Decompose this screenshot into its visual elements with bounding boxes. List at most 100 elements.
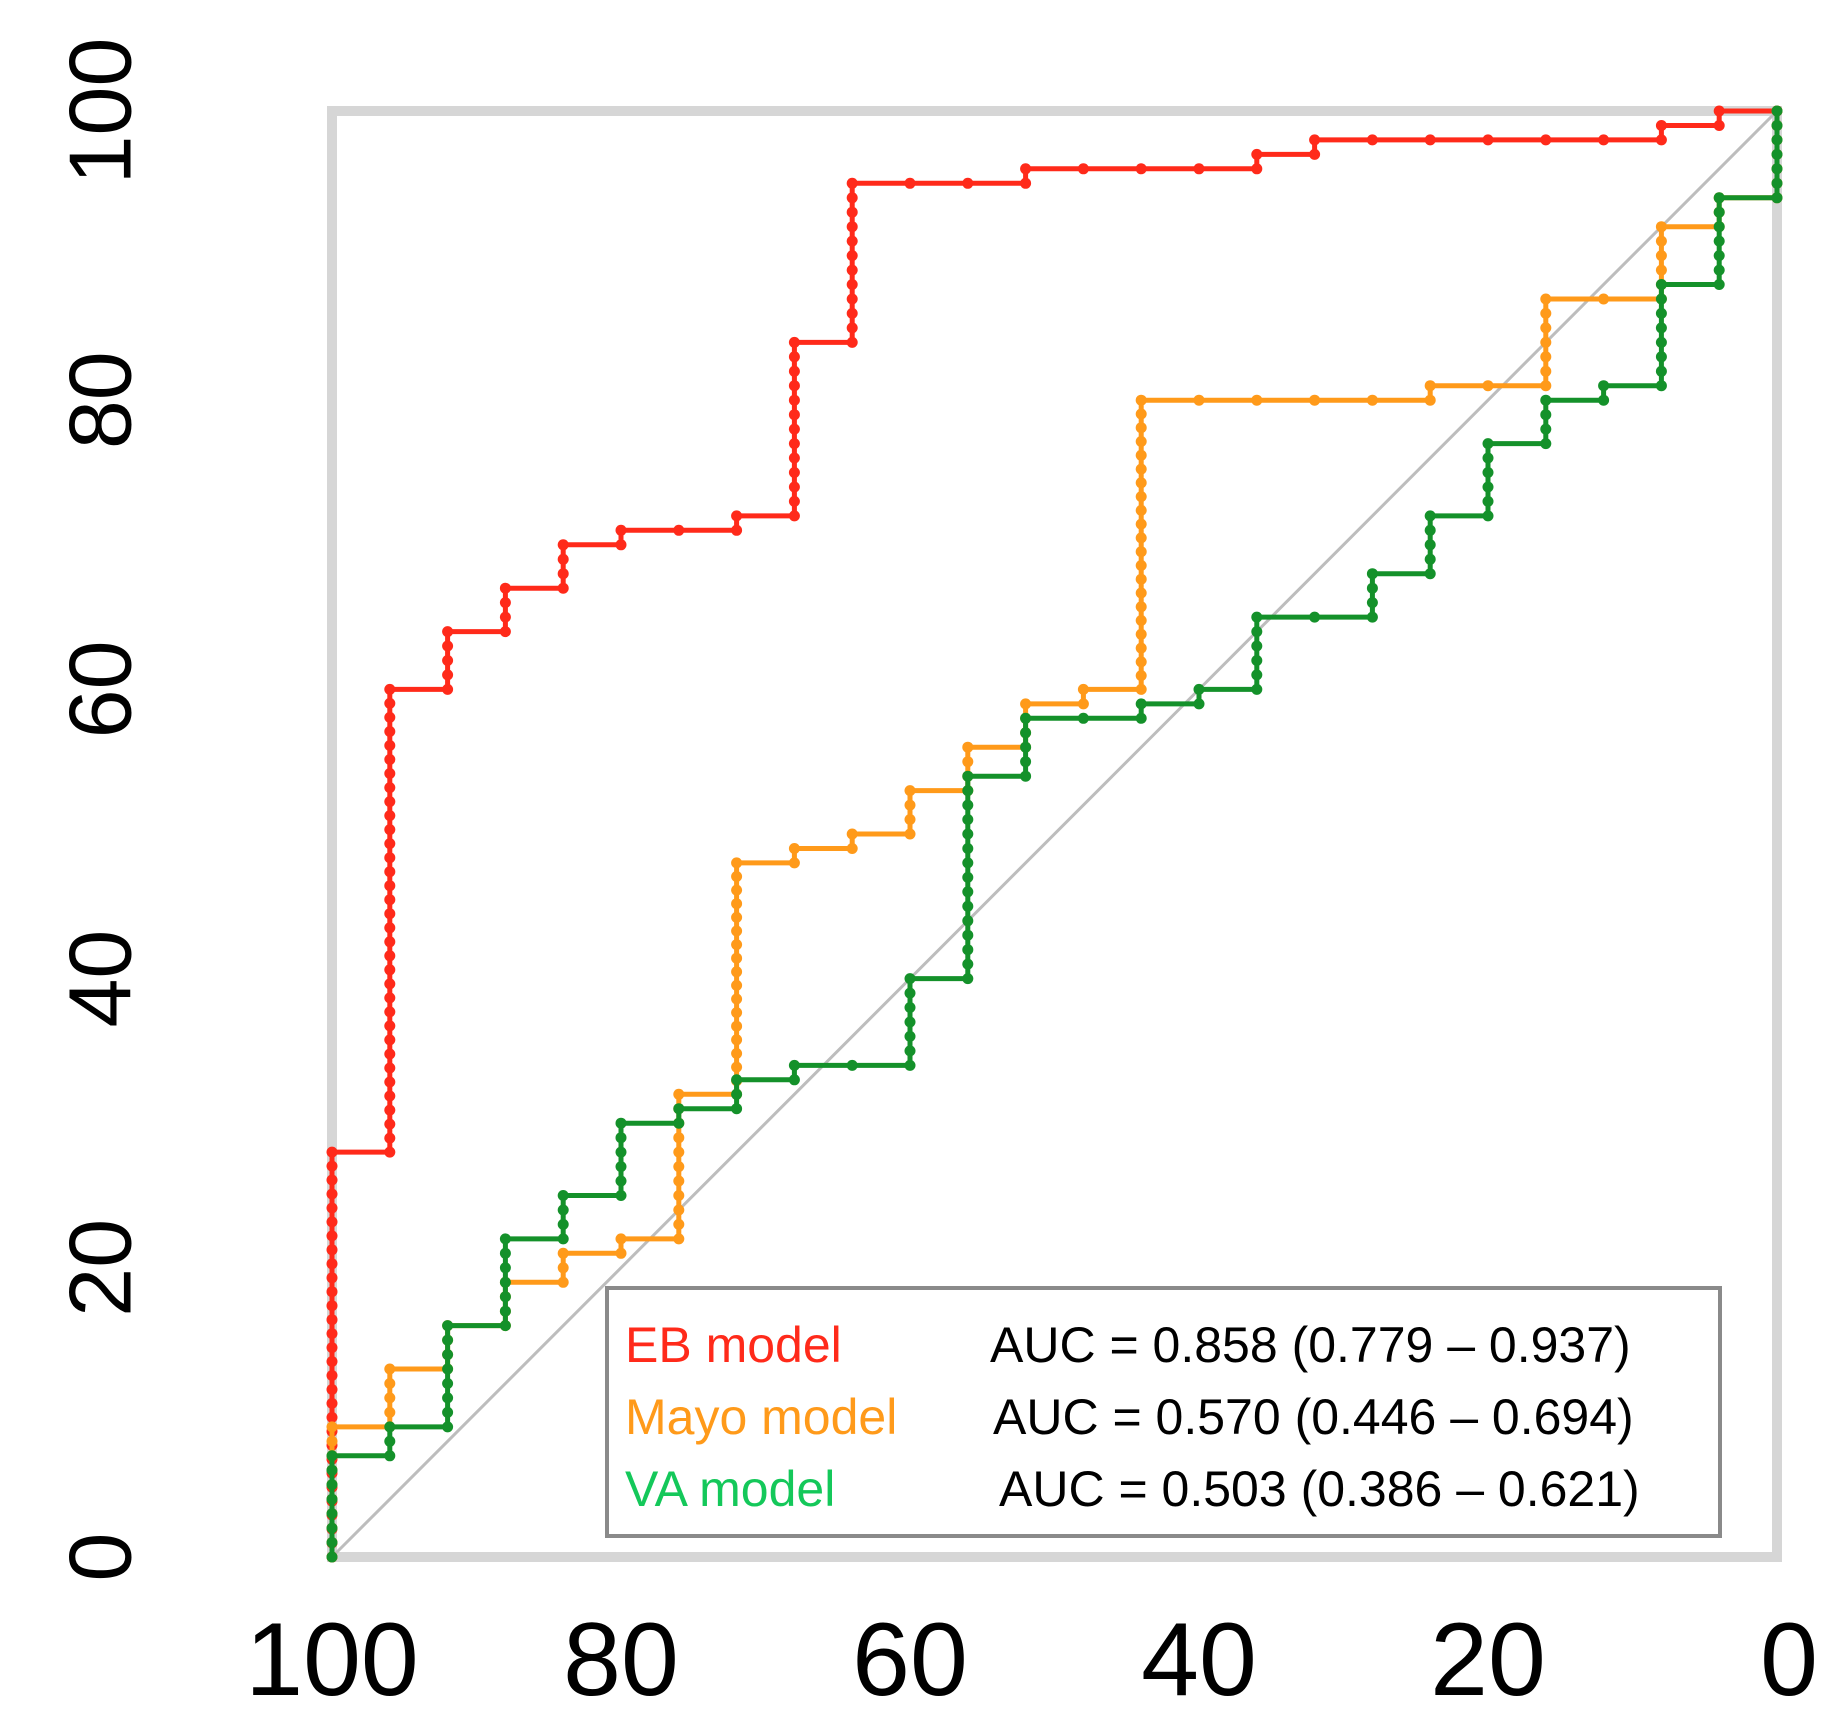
series-point-eb (326, 1411, 338, 1423)
series-point-va (1655, 293, 1667, 305)
series-point-eb (384, 964, 396, 976)
series-point-va (904, 1030, 916, 1042)
series-point-va (962, 828, 974, 840)
series-point-eb (384, 936, 396, 948)
series-point-eb (384, 852, 396, 864)
series-point-va (846, 1059, 858, 1071)
series-point-va (1020, 712, 1032, 724)
series-point-va (1251, 626, 1263, 638)
x-tick-label: 80 (563, 1602, 679, 1718)
series-point-va (1771, 134, 1783, 146)
series-point-va (557, 1218, 569, 1230)
series-point-mayo (1135, 491, 1147, 503)
series-point-eb (615, 539, 627, 551)
series-point-va (1771, 105, 1783, 117)
series-point-eb (557, 568, 569, 580)
series-point-eb (499, 582, 511, 594)
series-point-eb (326, 1202, 338, 1214)
series-point-mayo (1077, 698, 1089, 710)
series-point-va (326, 1479, 338, 1491)
series-point-eb (326, 1300, 338, 1312)
legend-box (605, 1286, 1722, 1538)
series-point-va (615, 1175, 627, 1187)
series-point-va (962, 814, 974, 825)
series-point-va (1482, 495, 1494, 507)
series-point-eb (846, 322, 858, 334)
series-point-eb (731, 510, 743, 522)
series-point-eb (731, 524, 743, 536)
series-point-mayo (1135, 449, 1147, 461)
x-tick-label: 40 (1141, 1602, 1257, 1718)
series-point-va (499, 1291, 511, 1303)
series-point-va (1251, 669, 1263, 681)
series-point-va (1482, 510, 1494, 522)
series-point-va (1251, 640, 1263, 652)
series-point-va (962, 886, 974, 898)
series-point-mayo (1193, 394, 1205, 406)
series-point-eb (326, 1244, 338, 1256)
series-point-eb (326, 1342, 338, 1354)
series-point-mayo (1135, 656, 1147, 668)
series-point-va (1655, 380, 1667, 392)
series-point-eb (442, 626, 454, 638)
legend: EB model AUC = 0.858 (0.779 – 0.937) May… (605, 1286, 1722, 1538)
series-point-eb (326, 1384, 338, 1395)
series-point-va (1366, 568, 1378, 580)
series-point-eb (442, 683, 454, 695)
series-point-va (731, 1074, 743, 1086)
series-point-va (962, 770, 974, 782)
series-point-va (1771, 163, 1783, 175)
series-point-mayo (731, 1061, 743, 1073)
series-point-mayo (384, 1392, 396, 1404)
series-point-eb (846, 221, 858, 233)
x-axis-ticks: 100 80 60 40 20 0 (245, 1602, 1818, 1718)
series-point-mayo (1540, 293, 1552, 305)
series-point-mayo (1540, 336, 1552, 348)
series-point-eb (788, 467, 800, 478)
series-point-mayo (1135, 436, 1147, 447)
series-point-eb (384, 1090, 396, 1102)
series-point-va (1366, 611, 1378, 623)
series-point-mayo (731, 1034, 743, 1046)
series-point-va (1655, 279, 1667, 290)
series-point-mayo (384, 1378, 396, 1389)
series-point-mayo (1655, 235, 1667, 247)
series-point-va (1771, 177, 1783, 189)
series-point-mayo (731, 1020, 743, 1032)
series-point-va (962, 871, 974, 883)
series-point-mayo (904, 799, 916, 811)
series-point-eb (384, 768, 396, 779)
series-point-eb (788, 438, 800, 450)
series-point-mayo (1135, 670, 1147, 682)
series-point-mayo (1655, 221, 1667, 233)
series-point-va (1020, 727, 1032, 739)
series-point-eb (384, 978, 396, 990)
series-point-mayo (788, 843, 800, 854)
series-point-va (1482, 452, 1494, 464)
series-point-eb (962, 177, 974, 189)
series-point-mayo (1135, 628, 1147, 640)
series-point-mayo (731, 1007, 743, 1019)
series-point-eb (326, 1286, 338, 1298)
series-point-eb (788, 394, 800, 406)
series-point-eb (384, 992, 396, 1004)
series-point-va (1771, 192, 1783, 204)
series-point-va (904, 973, 916, 985)
series-point-va (904, 987, 916, 999)
series-point-mayo (384, 1406, 396, 1418)
series-point-mayo (1135, 642, 1147, 654)
series-point-eb (384, 1146, 396, 1158)
series-point-va (326, 1464, 338, 1476)
series-point-eb (326, 1174, 338, 1186)
series-point-eb (384, 782, 396, 794)
series-point-va (557, 1204, 569, 1216)
series-point-eb (557, 539, 569, 551)
series-point-va (1424, 524, 1436, 536)
series-point-eb (499, 597, 511, 609)
series-point-eb (326, 1397, 338, 1409)
x-tick-label: 100 (245, 1602, 419, 1718)
series-point-eb (326, 1356, 338, 1367)
series-point-eb (384, 1118, 396, 1130)
series-point-va (499, 1262, 511, 1274)
series-point-eb (1655, 134, 1667, 146)
